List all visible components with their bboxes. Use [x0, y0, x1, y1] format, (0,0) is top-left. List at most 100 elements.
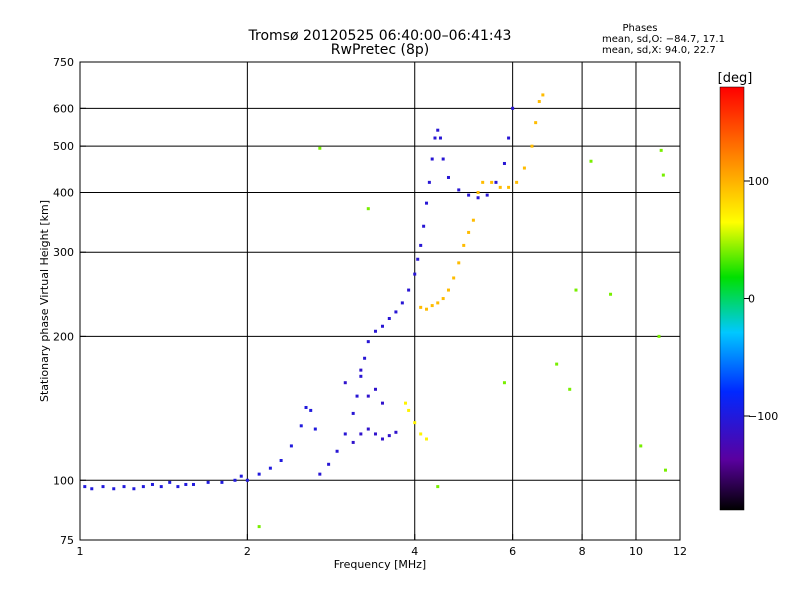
data-point: [380, 324, 384, 328]
data-point: [419, 305, 423, 309]
data-point: [245, 478, 249, 482]
data-point: [476, 190, 480, 194]
data-point: [441, 297, 445, 301]
data-point: [351, 440, 355, 444]
data-point: [422, 224, 426, 228]
data-point: [176, 485, 180, 489]
x-tick-label: 1: [77, 545, 84, 558]
data-point: [537, 100, 541, 104]
series-1: [318, 106, 515, 476]
data-point: [122, 485, 126, 489]
y-tick-label: 750: [53, 56, 74, 69]
data-point: [433, 136, 437, 140]
data-point: [589, 159, 593, 163]
data-point: [639, 444, 643, 448]
data-point: [490, 180, 494, 184]
data-point: [387, 434, 391, 438]
data-point: [481, 180, 485, 184]
colorbar-ticks: 100 0 −100: [744, 175, 778, 423]
phases-o-stats: mean, sd,O: −84.7, 17.1: [602, 34, 725, 45]
plot-frame: [79, 61, 681, 541]
data-point: [446, 288, 450, 292]
data-point: [476, 196, 480, 200]
data-point: [430, 304, 434, 308]
data-point: [457, 261, 461, 265]
data-point: [419, 243, 423, 247]
data-point: [394, 310, 398, 314]
data-point: [83, 485, 87, 489]
data-point: [206, 480, 210, 484]
colorbar: [719, 86, 745, 511]
y-axis-label: Stationary phase Virtual Height [km]: [38, 200, 51, 402]
data-point: [257, 525, 261, 529]
data-point: [313, 427, 317, 431]
data-point: [663, 468, 667, 472]
data-point: [220, 480, 224, 484]
data-point: [184, 482, 188, 486]
phases-x-stats: mean, sd,X: 94.0, 22.7: [602, 45, 716, 56]
data-point: [436, 301, 440, 305]
data-point: [387, 316, 391, 320]
y-tick-label: 300: [53, 246, 74, 259]
data-point: [657, 334, 661, 338]
chart-subtitle: RwPretec (8p): [331, 42, 429, 58]
y-tick-label: 500: [53, 140, 74, 153]
data-point: [446, 175, 450, 179]
data-point: [425, 201, 429, 205]
data-point: [191, 482, 195, 486]
series-5: [257, 146, 667, 529]
data-point: [141, 485, 145, 489]
data-point: [366, 207, 370, 211]
data-point: [502, 161, 506, 165]
data-point: [419, 432, 423, 436]
y-tick-label: 100: [53, 474, 74, 487]
data-point: [436, 128, 440, 132]
data-point: [343, 381, 347, 385]
data-point: [373, 329, 377, 333]
data-point: [609, 292, 613, 296]
data-point: [289, 444, 293, 448]
data-point: [515, 180, 519, 184]
data-point: [132, 487, 136, 491]
y-tick-label: 600: [53, 102, 74, 115]
data-point: [427, 180, 431, 184]
data-point: [568, 387, 572, 391]
colorbar-tick-label: 100: [748, 175, 769, 188]
data-point: [366, 340, 370, 344]
data-point: [318, 472, 322, 476]
series-4: [404, 401, 429, 441]
data-point: [373, 387, 377, 391]
data-point: [494, 180, 498, 184]
data-point: [452, 276, 456, 280]
data-point: [304, 405, 308, 409]
data-point: [373, 432, 377, 436]
colorbar-tick-label: −100: [748, 410, 778, 423]
data-point: [574, 288, 578, 292]
data-point: [366, 394, 370, 398]
x-tick-label: 12: [673, 545, 687, 558]
x-tick-label: 10: [629, 545, 643, 558]
data-point: [355, 394, 359, 398]
data-point: [407, 288, 411, 292]
data-point: [257, 472, 261, 476]
x-axis-ticks: 1 2 4 6 8 10 12: [77, 534, 687, 558]
y-tick-label: 400: [53, 186, 74, 199]
data-points: [83, 93, 667, 529]
data-point: [502, 381, 506, 385]
y-tick-label: 200: [53, 330, 74, 343]
data-point: [457, 188, 461, 192]
data-point: [150, 482, 154, 486]
data-point: [498, 185, 502, 189]
data-point: [413, 272, 417, 276]
data-point: [268, 466, 272, 470]
data-point: [233, 478, 237, 482]
data-point: [168, 480, 172, 484]
data-point: [507, 136, 511, 140]
data-point: [511, 106, 515, 110]
data-point: [159, 485, 163, 489]
data-point: [400, 301, 404, 305]
data-point: [534, 121, 538, 125]
data-point: [335, 449, 339, 453]
series-0: [83, 405, 317, 491]
